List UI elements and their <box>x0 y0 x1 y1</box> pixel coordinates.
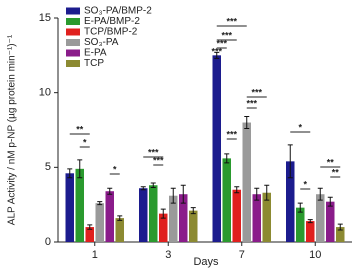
error-bar <box>160 208 166 219</box>
error-bar <box>190 207 196 215</box>
significance-label: ** <box>327 157 335 167</box>
error-bar <box>327 196 333 207</box>
bar <box>75 168 84 242</box>
legend-label: E-PA <box>84 48 107 59</box>
legend-swatch <box>66 28 80 36</box>
y-tick-label: 15 <box>39 12 51 24</box>
legend-swatch <box>66 18 80 25</box>
legend-swatch <box>66 49 80 57</box>
bar <box>139 188 148 242</box>
significance-label: *** <box>153 155 164 165</box>
error-bar <box>67 168 73 179</box>
bar <box>159 213 168 242</box>
x-tick-label: 7 <box>239 249 245 261</box>
error-bar <box>140 186 146 191</box>
bar <box>286 161 295 242</box>
legend-swatch <box>66 60 80 67</box>
error-bar <box>180 184 186 204</box>
bar <box>262 192 271 242</box>
bar <box>65 173 74 242</box>
bar <box>296 207 305 242</box>
bar <box>232 189 241 242</box>
x-tick-label: 10 <box>309 249 321 261</box>
error-bar <box>287 144 293 179</box>
legend-label: SO₃-PA <box>84 37 119 48</box>
legend-label: E-PA/BMP-2 <box>84 16 140 27</box>
bar <box>95 203 104 242</box>
significance-label: * <box>303 179 307 189</box>
bar <box>316 194 325 242</box>
significance-label: *** <box>246 98 257 108</box>
significance-label: ** <box>332 167 340 177</box>
significance-label: *** <box>148 147 159 157</box>
y-tick-label: 10 <box>39 87 51 99</box>
error-bar <box>254 187 260 201</box>
significance-label: *** <box>216 38 227 48</box>
error-bar <box>97 201 103 206</box>
y-axis-label: ALP Activity / nM p-NP (µg protein min⁻¹… <box>7 34 18 225</box>
error-bar <box>307 219 313 224</box>
legend-label: SO₃-PA/BMP-2 <box>84 6 152 17</box>
legend-label: TCP/BMP-2 <box>84 27 138 38</box>
error-bar <box>244 116 250 130</box>
error-bar <box>224 153 230 164</box>
bar <box>242 122 251 242</box>
bar <box>179 194 188 242</box>
legend-label: TCP <box>84 58 104 69</box>
bar <box>336 227 345 242</box>
error-bar <box>234 186 240 194</box>
significance-label: *** <box>226 16 237 26</box>
significance-label: *** <box>211 46 222 56</box>
error-bar <box>150 182 156 188</box>
x-tick-label: 3 <box>165 249 171 261</box>
error-bar <box>117 215 123 221</box>
bar <box>326 201 335 242</box>
error-bar <box>264 184 270 201</box>
bar <box>306 221 315 242</box>
error-bar <box>87 224 93 230</box>
error-bar <box>297 202 303 213</box>
error-bar <box>170 187 176 204</box>
bar <box>222 158 231 242</box>
significance-label: *** <box>221 30 232 40</box>
bar <box>149 185 158 242</box>
bar <box>85 227 94 242</box>
bar <box>252 194 261 242</box>
x-tick-label: 1 <box>92 249 98 261</box>
bar <box>105 191 114 242</box>
y-tick-label: 5 <box>45 161 51 173</box>
error-bar <box>317 187 323 201</box>
y-tick-label: 0 <box>45 236 51 248</box>
significance-label: * <box>113 164 117 174</box>
significance-label: ** <box>76 124 84 134</box>
bar <box>212 55 221 243</box>
error-bar <box>107 187 113 195</box>
bar <box>169 195 178 242</box>
legend-swatch <box>66 39 80 46</box>
legend-swatch <box>66 7 80 15</box>
significance-label: *** <box>226 129 237 139</box>
bar <box>189 210 198 242</box>
error-bar <box>337 223 343 231</box>
significance-label: * <box>298 122 302 132</box>
error-bar <box>77 159 83 179</box>
bar <box>115 218 124 242</box>
error-bar <box>214 51 220 59</box>
x-axis-label: Days <box>193 256 219 268</box>
significance-label: * <box>83 137 87 147</box>
significance-label: *** <box>251 87 262 97</box>
